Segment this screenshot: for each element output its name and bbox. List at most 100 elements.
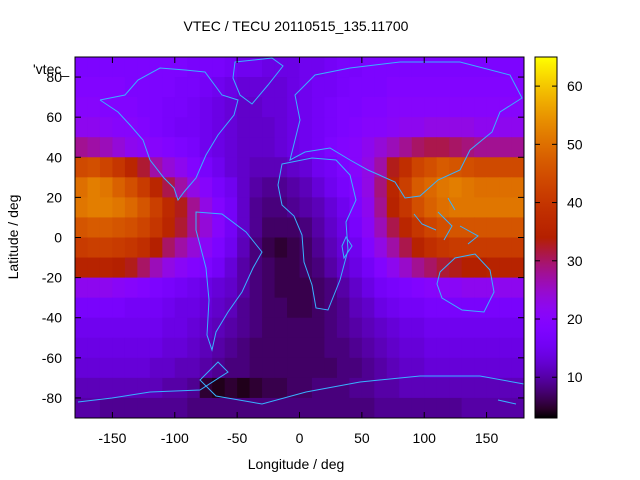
heatmap-cell [499,357,513,379]
heatmap-cell [474,397,488,418]
heatmap-cell [174,257,188,279]
heatmap-cell [287,377,301,399]
heatmap-cell [212,177,226,198]
heatmap-cell [361,317,375,339]
heatmap-cell [474,177,488,198]
heatmap-cell [449,197,463,219]
heatmap-cell [112,237,126,259]
heatmap-cell [75,377,89,399]
heatmap-cell [199,157,213,178]
heatmap-cell [324,237,338,259]
heatmap-cell [149,97,163,118]
heatmap-cell [374,237,388,259]
heatmap-cell [237,77,251,98]
coastline-south-america [195,211,263,352]
heatmap-cell [299,297,313,319]
heatmap-cell [237,377,251,399]
heatmap-cell [137,77,151,98]
heatmap-cell [187,397,201,418]
coastline-antarctica [77,361,524,405]
heatmap-cell [224,217,238,239]
heatmap-cell [511,157,524,178]
heatmap-cell [262,317,276,339]
heatmap-cell [224,317,238,339]
heatmap-cell [486,97,500,118]
heatmap-cell [386,57,400,78]
heatmap-cell [237,97,251,118]
heatmap-cell [224,357,238,379]
heatmap-cell [75,317,89,339]
heatmap-cell [224,117,238,138]
heatmap-cell [162,397,176,418]
heatmap-cell [399,157,413,178]
heatmap-cell [424,97,438,118]
heatmap-cell [486,137,500,158]
heatmap-cell [75,197,89,219]
heatmap-cell [486,357,500,379]
heatmap-cell [349,377,363,399]
heatmap-cell [511,377,524,399]
heatmap-cell [386,197,400,219]
heatmap-cell [399,197,413,219]
heatmap-cell [436,97,450,118]
heatmap-cell [75,397,89,418]
heatmap-cell [249,157,263,178]
heatmap-cell [137,397,151,418]
heatmap-cell [99,317,114,339]
heatmap-cell [399,77,413,98]
heatmap-cell [262,197,276,219]
heatmap-cell [386,337,400,359]
heatmap-cell [237,237,251,259]
heatmap-cell [349,257,363,279]
heatmap-cell [187,317,201,339]
heatmap-cell [99,117,114,138]
heatmap-cell [249,237,263,259]
heatmap-cell [324,137,338,158]
heatmap-cell [436,357,450,379]
heatmap-cell [499,317,513,339]
heatmap-cell [324,317,338,339]
heatmap-cell [474,257,488,279]
heatmap-cell [499,177,513,198]
heatmap-cell [311,257,326,279]
colorbar [534,56,558,419]
heatmap-cell [386,157,400,178]
heatmap-cell [349,157,363,178]
heatmap-cell [212,377,226,399]
heatmap-cell [424,317,438,339]
heatmap-cell [99,377,114,399]
heatmap-cell [461,297,475,319]
heatmap-cell [424,137,438,158]
heatmap-cell [386,77,400,98]
colorbar-tick-label: 60 [567,78,583,94]
heatmap-cell [411,137,425,158]
heatmap-cell [336,357,350,379]
heatmap-cell [124,157,138,178]
heatmap-cell [336,377,350,399]
heatmap-cell [349,357,363,379]
heatmap-cell [262,297,276,319]
heatmap-cell [336,117,350,138]
heatmap-cell [174,277,188,299]
heatmap-cell [262,357,276,379]
heatmap-cell [461,357,475,379]
heatmap-cell [361,117,375,138]
heatmap-cell [461,337,475,359]
heatmap-cell [411,317,425,339]
heatmap-cell [399,377,413,399]
heatmap-cell [299,237,313,259]
heatmap-cell [262,277,276,299]
heatmap-cell [424,57,438,78]
y-tick-label: -40 [42,310,62,326]
heatmap-cell [162,197,176,219]
heatmap-cell [511,197,524,219]
heatmap-cell [511,117,524,138]
x-tick-label: -100 [161,430,189,446]
heatmap-cell [162,257,176,279]
heatmap-cell [511,277,524,299]
heatmap-cell [336,297,350,319]
heatmap-cell [511,357,524,379]
heatmap-cell [486,397,500,418]
heatmap-cell [324,97,338,118]
heatmap-cell [336,57,350,78]
